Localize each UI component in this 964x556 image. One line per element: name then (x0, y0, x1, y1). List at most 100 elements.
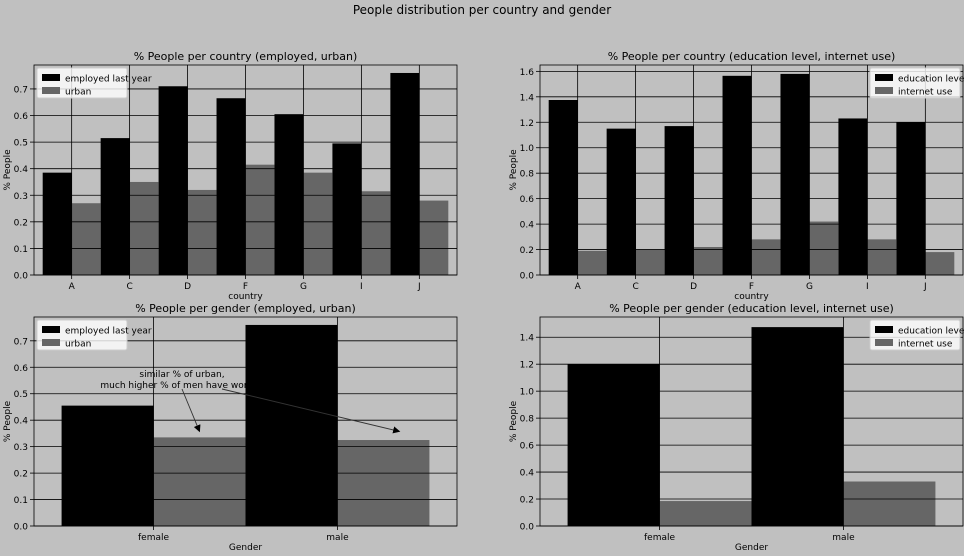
y-tick-label: 1.2 (520, 361, 534, 371)
bar-employed-last-year-a (42, 172, 72, 275)
x-tick-label-c: C (632, 282, 638, 292)
bar-employed-last-year-c (100, 138, 130, 275)
bar-internet-use-a (577, 250, 607, 275)
legend-swatch-employed-last-year (42, 326, 60, 333)
y-tick-label: 1.6 (520, 68, 535, 78)
x-tick-label-d: D (690, 282, 697, 292)
x-tick-label-f: F (243, 282, 248, 292)
y-tick-label: 0.4 (14, 417, 29, 427)
legend-label-employed-last-year: employed last year (65, 75, 152, 85)
y-tick-label: 0.4 (14, 165, 29, 175)
bar-internet-use-female (659, 501, 752, 526)
bar-employed-last-year-g (274, 114, 304, 275)
y-tick-label: 0.5 (14, 390, 28, 400)
y-tick-label: 0.2 (14, 470, 28, 480)
chart-title: % People per country (employed, urban) (134, 50, 358, 63)
y-tick-label: 0.0 (520, 523, 535, 533)
y-tick-label: 1.4 (520, 334, 535, 344)
y-tick-label: 0.3 (14, 192, 28, 202)
x-tick-label-g: G (806, 282, 813, 292)
legend-label-employed-last-year: employed last year (65, 327, 152, 337)
axes-frame (539, 64, 964, 276)
bar-education-level-g (780, 73, 810, 275)
bar-employed-last-year-female (61, 405, 154, 526)
bar-urban-j (419, 200, 449, 275)
bar-employed-last-year-i (332, 143, 362, 275)
legend: education level internet use (869, 67, 964, 99)
axes-frame (33, 64, 458, 276)
x-tick-label-female: female (138, 533, 169, 543)
y-tick-label: 0.0 (14, 272, 29, 282)
axes-frame (539, 316, 964, 527)
legend-swatch-internet-use (875, 339, 893, 346)
bar-internet-use-j (925, 252, 955, 275)
legend-label-urban: urban (65, 88, 91, 98)
chart-1: 0.0 0.1 0.2 0.3 0.4 0.5 0.6 0.7 A C D F G I J % People … (3, 50, 458, 302)
y-tick-label: 0.0 (520, 272, 535, 282)
y-tick-label: 0.6 (520, 442, 535, 452)
annotation-arrow (181, 388, 201, 433)
y-tick-label: 1.2 (520, 119, 534, 129)
chart-2: 0.0 0.2 0.4 0.6 0.8 1.0 1.2 1.4 1.6 A C D F G I J % Peop… (509, 50, 964, 302)
x-tick-label-d: D (184, 282, 191, 292)
x-axis-label: country (228, 292, 263, 302)
bar-internet-use-i (867, 239, 897, 275)
y-axis-label: % People (3, 149, 13, 191)
bar-urban-male (337, 440, 430, 526)
x-tick-label-j: J (417, 282, 421, 292)
legend: education level internet use (869, 319, 964, 351)
annotation: similar % of urban,much higher % of men … (100, 370, 401, 434)
chart-title: % People per gender (education level, in… (609, 302, 894, 315)
x-tick-label-male: male (832, 533, 855, 543)
annotation-arrow (221, 388, 401, 434)
y-tick-label: 0.6 (520, 195, 535, 205)
y-axis-label: % People (509, 149, 519, 191)
x-tick-label-i: I (360, 282, 363, 292)
y-tick-label: 1.4 (520, 93, 535, 103)
x-axis-label: Gender (735, 543, 768, 553)
y-tick-label: 0.6 (14, 364, 29, 374)
x-tick-label-male: male (326, 533, 349, 543)
y-tick-label: 1.0 (520, 144, 535, 154)
y-tick-label: 0.7 (14, 85, 28, 95)
bar-urban-d (187, 189, 217, 275)
legend-label-internet-use: internet use (898, 340, 953, 350)
x-tick-label-c: C (126, 282, 132, 292)
chart-4: 0.0 0.2 0.4 0.6 0.8 1.0 1.2 1.4 female male % Peop… (509, 302, 964, 553)
x-tick-label-j: J (923, 282, 927, 292)
bar-employed-last-year-male (245, 324, 338, 526)
y-axis-label: % People (509, 400, 519, 442)
x-tick-label-a: A (575, 282, 582, 292)
legend: employed last year urban (36, 67, 152, 99)
bar-urban-female (153, 437, 246, 526)
bar-internet-use-c (635, 249, 665, 275)
x-tick-label-f: F (749, 282, 754, 292)
bar-internet-use-g (809, 221, 839, 275)
legend-swatch-internet-use (875, 87, 893, 94)
x-tick-label-i: I (866, 282, 869, 292)
bar-education-level-c (606, 128, 636, 275)
bar-education-level-f (722, 75, 752, 276)
x-tick-label-female: female (644, 533, 675, 543)
legend-label-education-level: education level (898, 327, 964, 337)
legend-swatch-urban (42, 339, 60, 346)
x-tick-label-g: G (300, 282, 307, 292)
bar-education-level-a (548, 100, 578, 275)
legend-label-internet-use: internet use (898, 88, 953, 98)
legend: employed last year urban (36, 319, 152, 351)
bar-urban-c (129, 181, 159, 275)
legend-swatch-education-level (875, 74, 893, 81)
bar-urban-g (303, 172, 333, 275)
y-tick-label: 0.0 (14, 523, 29, 533)
y-tick-label: 1.0 (520, 388, 535, 398)
x-tick-label-a: A (69, 282, 76, 292)
bar-internet-use-f (751, 239, 781, 275)
bar-employed-last-year-j (390, 72, 420, 275)
y-tick-label: 0.4 (520, 221, 535, 231)
y-tick-label: 0.2 (520, 246, 534, 256)
bar-education-level-d (664, 126, 694, 275)
y-tick-label: 0.8 (520, 415, 535, 425)
y-tick-label: 0.6 (14, 112, 29, 122)
chart-title: % People per country (education level, i… (608, 50, 896, 63)
